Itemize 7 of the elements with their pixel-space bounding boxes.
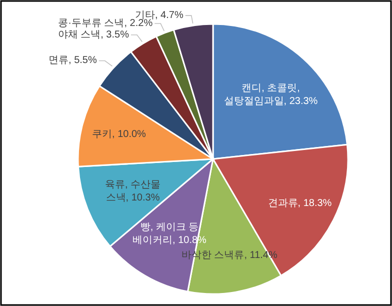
slice-label: 육류, 수산물 스낵, 10.3% (104, 179, 161, 204)
slice-label: 야채 스낵, 3.5% (58, 29, 130, 40)
slice-label: 면류, 5.5% (48, 55, 97, 66)
slice-label: 쿠키, 10.0% (92, 128, 146, 140)
slice-label: 캔디, 초콜릿, 설탕절임과일, 23.3% (224, 82, 318, 107)
slice-label: 콩·두부류 스낵, 2.2% (58, 18, 153, 30)
slice-label: 견과류, 18.3% (268, 197, 332, 208)
